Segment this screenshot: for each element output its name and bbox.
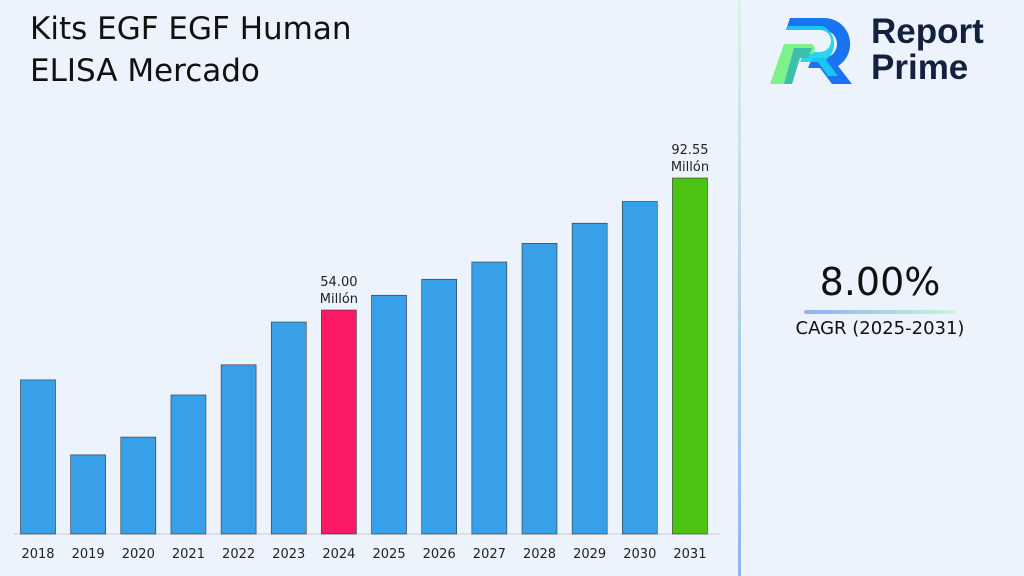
report-prime-logo: Report Prime bbox=[768, 14, 1008, 88]
data-label: Millón bbox=[671, 160, 709, 175]
x-tick-label: 2021 bbox=[172, 547, 205, 562]
bar-2026 bbox=[421, 278, 458, 535]
x-tick-label: 2030 bbox=[623, 547, 656, 562]
bar-2022 bbox=[220, 364, 257, 535]
cagr-panel: 8.00% CAGR (2025-2031) bbox=[790, 258, 970, 339]
x-tick-label: 2024 bbox=[322, 547, 355, 562]
bar-chart: 2018 2019 2020 2021 2022 2023 2024 54.00 Millón 2… bbox=[14, 143, 720, 562]
bar-2031 bbox=[672, 177, 708, 535]
x-tick-label: 2022 bbox=[222, 547, 255, 562]
bar-2020 bbox=[120, 436, 157, 535]
x-tick-label: 2019 bbox=[72, 547, 105, 562]
bar-2019 bbox=[70, 454, 106, 535]
bar-2018 bbox=[20, 379, 56, 535]
cagr-underline bbox=[804, 310, 956, 314]
bar-2030 bbox=[621, 201, 658, 535]
bar-2021 bbox=[170, 394, 207, 535]
data-label: 54.00 bbox=[320, 275, 357, 290]
bar-2029 bbox=[571, 222, 608, 535]
cagr-label: CAGR (2025-2031) bbox=[795, 318, 965, 339]
brand-name-line2: Prime bbox=[871, 48, 969, 87]
chart-title: Kits EGF EGF Human ELISA Mercado bbox=[30, 11, 352, 89]
x-tick-label: 2018 bbox=[21, 547, 54, 562]
brand-name-line1: Report bbox=[871, 12, 984, 51]
cagr-value: 8.00% bbox=[819, 260, 941, 304]
x-tick-label: 2028 bbox=[523, 547, 556, 562]
bar-2025 bbox=[371, 294, 407, 535]
bar-2027 bbox=[471, 261, 508, 535]
x-tick-label: 2023 bbox=[272, 547, 305, 562]
data-label: 92.55 bbox=[671, 143, 708, 158]
bar-2028 bbox=[521, 243, 558, 535]
x-tick-label: 2026 bbox=[423, 547, 456, 562]
bar-2023 bbox=[270, 321, 307, 535]
data-label: Millón bbox=[320, 292, 358, 307]
x-tick-label: 2027 bbox=[473, 547, 506, 562]
bar-2024 bbox=[321, 309, 357, 535]
logo-mark-icon bbox=[770, 17, 852, 85]
x-tick-label: 2029 bbox=[573, 547, 606, 562]
x-tick-label: 2025 bbox=[373, 547, 406, 562]
x-tick-label: 2031 bbox=[673, 547, 706, 562]
x-tick-label: 2020 bbox=[122, 547, 155, 562]
divider bbox=[738, 0, 741, 576]
